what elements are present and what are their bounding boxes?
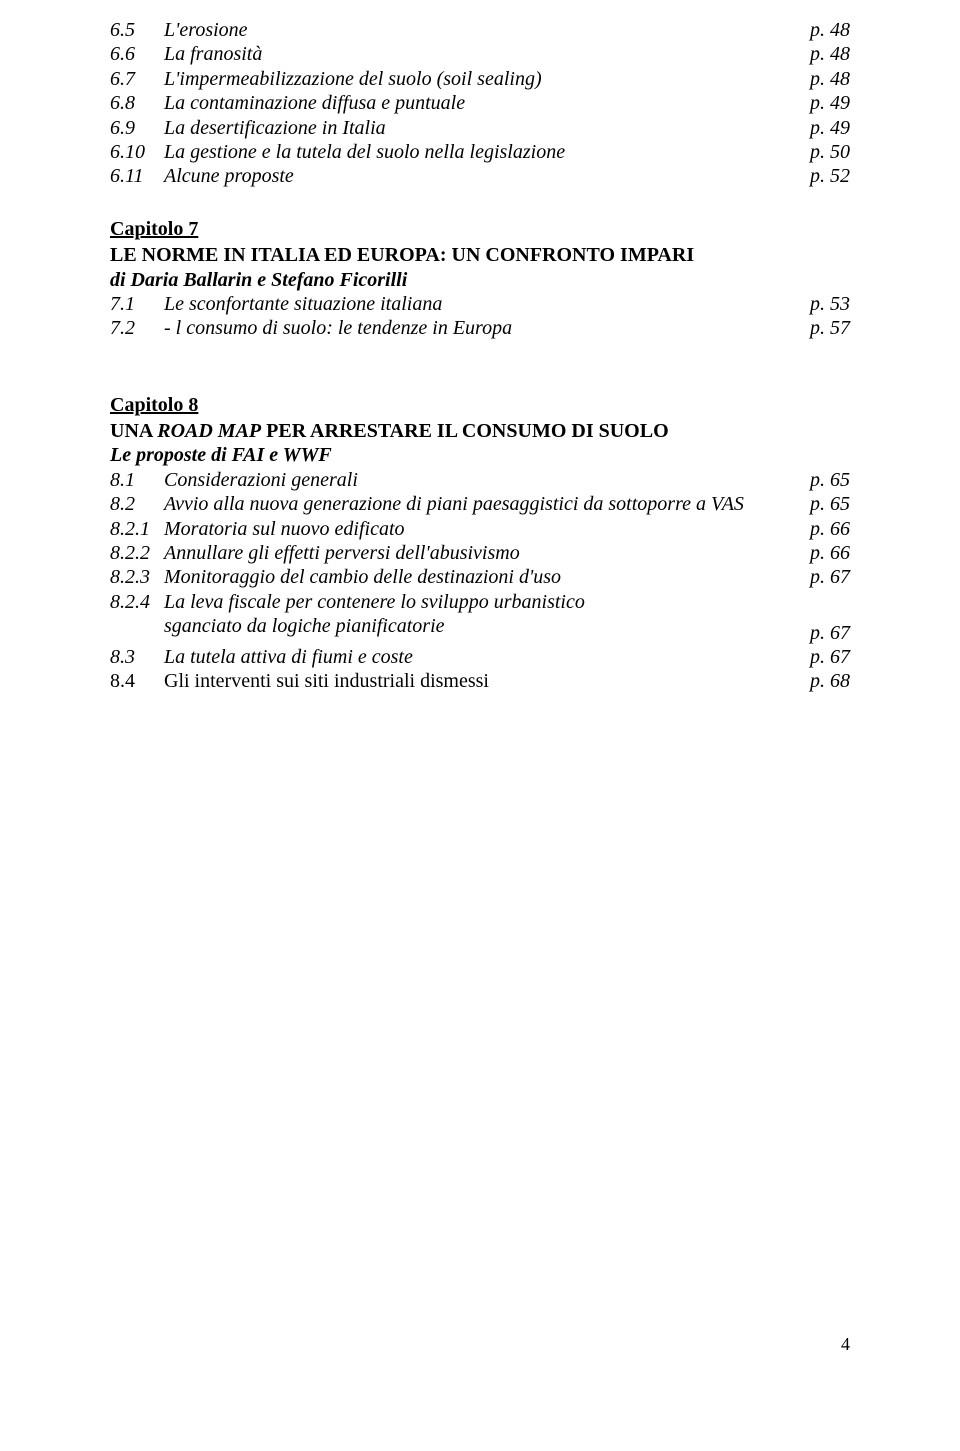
toc-row: 8.2.2Annullare gli effetti perversi dell… [110,541,850,565]
toc-num: 8.2.1 [110,517,164,541]
toc-label: Annullare gli effetti perversi dell'abus… [164,541,520,565]
toc-num: 6.5 [110,18,164,42]
toc-num [110,614,164,638]
toc-num: 8.2.3 [110,565,164,589]
toc-num: 6.9 [110,116,164,140]
toc-row: 6.5L'erosione p. 48 [110,18,850,42]
toc-num: 8.3 [110,645,164,669]
toc-num: 6.8 [110,91,164,115]
toc-row: 8.3La tutela attiva di fiumi e coste p. … [110,645,850,669]
toc-page: p. 52 [790,164,850,188]
toc-label: Monitoraggio del cambio delle destinazio… [164,565,561,589]
toc-label: Avvio alla nuova generazione di piani pa… [164,492,744,516]
toc-num: 7.2 [110,316,164,340]
toc-row: 7.2- l consumo di suolo: le tendenze in … [110,316,850,340]
toc-page: p. 65 [790,492,850,516]
toc-page: p. 48 [790,18,850,42]
ch8-title-suffix: PER ARRESTARE IL CONSUMO DI SUOLO [261,420,668,442]
toc-page: p. 48 [790,67,850,91]
ch8-title: UNA ROAD MAP PER ARRESTARE IL CONSUMO DI… [110,419,850,443]
ch7-subtitle: di Daria Ballarin e Stefano Ficorilli [110,268,850,292]
toc-num: 8.2.2 [110,541,164,565]
toc-row: sganciato da logiche pianificatorie p. 6… [110,614,850,645]
ch8-chapter: Capitolo 8 [110,393,850,417]
toc-label: La contaminazione diffusa e puntuale [164,91,465,115]
toc-row: 6.8La contaminazione diffusa e puntuale … [110,91,850,115]
toc-page: p. 67 [790,621,850,645]
toc-label: Alcune proposte [164,164,294,188]
toc-num: 8.4 [110,669,164,693]
ch8-title-prefix: UNA [110,420,157,442]
toc-page: p. 49 [790,91,850,115]
toc-page: p. 67 [790,565,850,589]
toc-label: La tutela attiva di fiumi e coste [164,645,413,669]
ch7-title: LE NORME IN ITALIA ED EUROPA: UN CONFRON… [110,243,850,267]
ch8-subtitle: Le proposte di FAI e WWF [110,443,850,467]
toc-label: sganciato da logiche pianificatorie [164,614,445,638]
toc-num: 6.11 [110,164,164,188]
toc-label: L'erosione [164,18,248,42]
toc-page: p. 48 [790,42,850,66]
toc-page: p. 53 [790,292,850,316]
toc-num: 6.6 [110,42,164,66]
toc-label: Le sconfortante situazione italiana [164,292,442,316]
toc-page: p. 68 [790,669,850,693]
ch7-block: Capitolo 7 LE NORME IN ITALIA ED EUROPA:… [110,217,850,341]
toc-row: 6.7L'impermeabilizzazione del suolo (soi… [110,67,850,91]
toc-row: 6.10La gestione e la tutela del suolo ne… [110,140,850,164]
toc-row: 6.9La desertificazione in Italia p. 49 [110,116,850,140]
toc-label: Considerazioni generali [164,468,358,492]
toc-page: p. 57 [790,316,850,340]
toc-row: 7.1Le sconfortante situazione italiana p… [110,292,850,316]
toc-page: p. 50 [790,140,850,164]
toc-label: Gli interventi sui siti industriali dism… [164,669,489,693]
toc-page: p. 66 [790,541,850,565]
toc-label: L'impermeabilizzazione del suolo (soil s… [164,67,542,91]
toc-row: 6.6La franosità p. 48 [110,42,850,66]
toc-label: La franosità [164,42,262,66]
toc-num: 8.2.4 [110,590,164,614]
toc-num: 6.7 [110,67,164,91]
toc-num: 8.2 [110,492,164,516]
toc-page: p. 65 [790,468,850,492]
ch8-block: Capitolo 8 UNA ROAD MAP PER ARRESTARE IL… [110,393,850,694]
toc-label: Moratoria sul nuovo edificato [164,517,405,541]
toc-num: 6.10 [110,140,164,164]
ch8-title-em: ROAD MAP [157,420,261,442]
toc-row: 8.2Avvio alla nuova generazione di piani… [110,492,850,516]
toc-label: La gestione e la tutela del suolo nella … [164,140,565,164]
ch7-chapter: Capitolo 7 [110,217,850,241]
toc-row: 8.4Gli interventi sui siti industriali d… [110,669,850,693]
toc-label: La leva fiscale per contenere lo svilupp… [164,590,585,614]
toc-page: p. 66 [790,517,850,541]
toc-row: 8.2.3Monitoraggio del cambio delle desti… [110,565,850,589]
toc-label: La desertificazione in Italia [164,116,386,140]
toc-row: 8.2.4La leva fiscale per contenere lo sv… [110,590,850,614]
ch6-list: 6.5L'erosione p. 48 6.6La franosità p. 4… [110,18,850,189]
toc-num: 7.1 [110,292,164,316]
toc-page: p. 49 [790,116,850,140]
toc-row: 8.2.1Moratoria sul nuovo edificato p. 66 [110,517,850,541]
page-number: 4 [110,1334,850,1386]
toc-row: 6.11Alcune proposte p. 52 [110,164,850,188]
toc-label: - l consumo di suolo: le tendenze in Eur… [164,316,512,340]
toc-num: 8.1 [110,468,164,492]
toc-row: 8.1Considerazioni generali p. 65 [110,468,850,492]
toc-page: p. 67 [790,645,850,669]
